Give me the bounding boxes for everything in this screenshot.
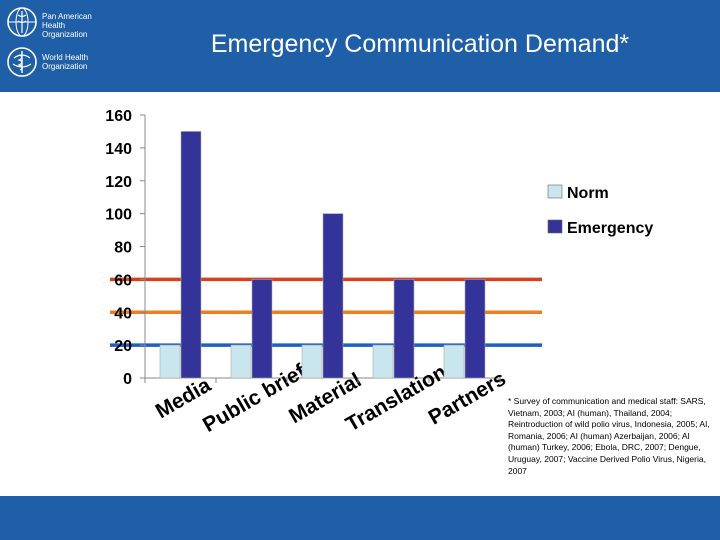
y-tick-label: 0 (123, 371, 132, 388)
legend-swatch-emergency (547, 219, 563, 234)
footnote: * Survey of communication and medical st… (508, 396, 710, 476)
y-tick-label: 80 (114, 240, 132, 257)
who-name: World Health Organization (42, 53, 89, 71)
slide-title: Emergency Communication Demand* (210, 30, 630, 58)
y-tick-label: 140 (105, 141, 132, 158)
footer-bar (0, 496, 720, 540)
bar-norm-0 (159, 344, 181, 379)
paho-globe-icon (7, 7, 37, 37)
bar-norm-3 (372, 344, 394, 379)
y-tick-label: 120 (105, 174, 132, 191)
bar-norm-2 (301, 344, 323, 379)
legend-swatch-norm (547, 184, 563, 199)
bar-norm-4 (443, 344, 465, 379)
legend-label-norm: Norm (567, 185, 609, 202)
y-tick-label: 60 (114, 272, 132, 289)
bar-norm-1 (230, 344, 252, 379)
y-tick-label: 40 (114, 305, 132, 322)
y-tick-label: 20 (114, 338, 132, 355)
bar-emergency-3 (393, 279, 415, 379)
legend-label-emergency: Emergency (567, 220, 653, 237)
y-tick-label: 100 (105, 207, 132, 224)
bar-emergency-1 (251, 279, 273, 379)
header-bar: Pan American Health Organization World H… (0, 0, 720, 92)
bar-emergency-4 (464, 279, 486, 379)
bar-emergency-2 (322, 213, 344, 379)
paho-name: Pan American Health Organization (42, 12, 92, 39)
y-tick-label: 160 (105, 108, 132, 125)
bar-emergency-0 (180, 131, 202, 379)
who-emblem-icon (7, 47, 37, 77)
